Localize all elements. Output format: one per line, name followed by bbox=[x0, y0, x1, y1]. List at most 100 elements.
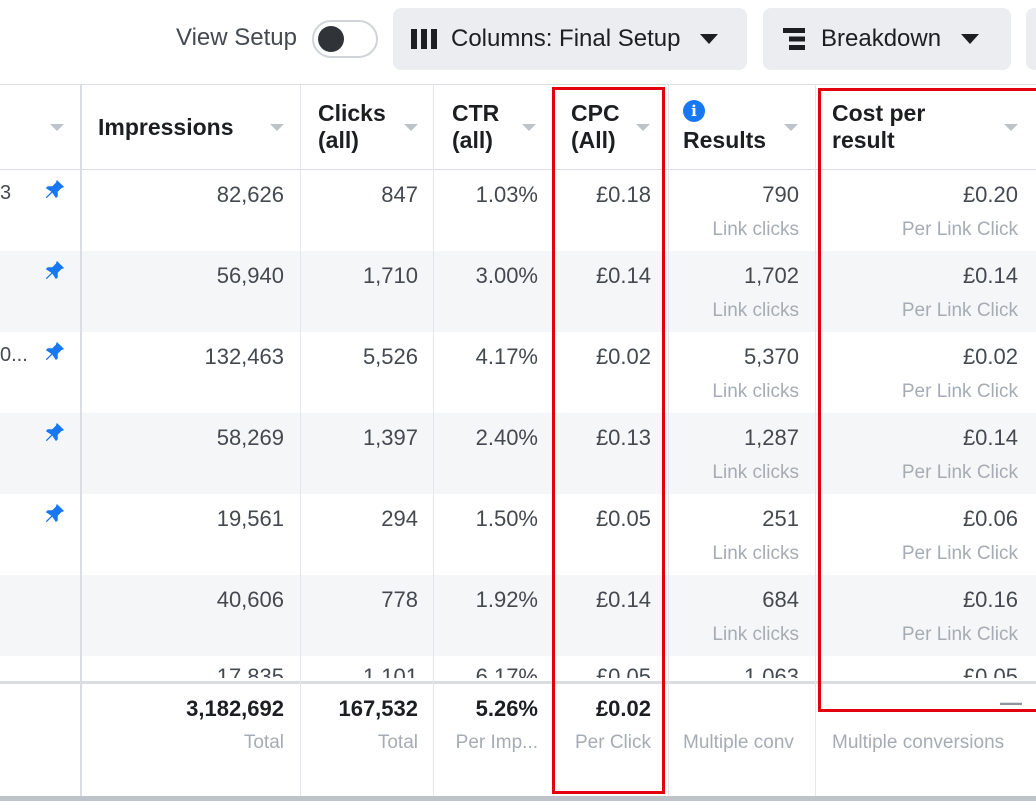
cost-cell: £0.16 bbox=[962, 587, 1018, 612]
results-subtext: Link clicks bbox=[712, 624, 799, 645]
pin-icon[interactable] bbox=[44, 178, 66, 200]
clicks-cell: 1,397 bbox=[362, 425, 418, 450]
cost-cell: £0.06 bbox=[962, 506, 1018, 531]
total-cost: — bbox=[1000, 690, 1022, 715]
row-band bbox=[0, 413, 1036, 494]
cost-subtext: Per Link Click bbox=[901, 624, 1018, 645]
cost-subtext: Per Link Click bbox=[901, 219, 1018, 240]
sort-caret-icon[interactable] bbox=[50, 124, 64, 131]
results-cell-partial: 1,063 bbox=[743, 664, 799, 678]
impressions-cell: 58,269 bbox=[216, 425, 284, 450]
more-button[interactable] bbox=[1026, 8, 1036, 70]
header-cpc-line2: (All) bbox=[571, 127, 616, 153]
sort-caret-icon[interactable] bbox=[784, 124, 798, 131]
view-setup-toggle[interactable] bbox=[312, 20, 378, 58]
header-cost-line1: Cost per bbox=[832, 100, 926, 126]
impressions-cell: 132,463 bbox=[204, 344, 284, 369]
ctr-cell-partial: 6.17% bbox=[475, 664, 538, 678]
ctr-cell: 3.00% bbox=[475, 263, 538, 288]
header-cpc-line1: CPC bbox=[571, 100, 620, 126]
breakdown-label: Breakdown bbox=[821, 25, 942, 52]
ads-report-table: Impressions Clicks (all) CTR (all) CPC (… bbox=[0, 84, 1036, 801]
cpc-highlight-box bbox=[552, 87, 665, 794]
sort-caret-icon[interactable] bbox=[270, 124, 284, 131]
results-cell: 1,287 bbox=[743, 425, 799, 450]
sort-caret-icon[interactable] bbox=[636, 124, 650, 131]
clicks-cell: 778 bbox=[381, 587, 418, 612]
cost-cell: £0.14 bbox=[962, 263, 1018, 288]
info-icon[interactable]: i bbox=[683, 100, 705, 122]
cost-subtext: Per Link Click bbox=[901, 543, 1018, 564]
total-clicks: 167,532 bbox=[338, 696, 418, 721]
header-clicks-line1: Clicks bbox=[318, 100, 386, 126]
columns-label: Columns: Final Setup bbox=[451, 25, 681, 52]
results-subtext: Link clicks bbox=[712, 381, 799, 402]
cost-subtext: Per Link Click bbox=[901, 300, 1018, 321]
total-cost-label: Multiple conversions bbox=[832, 732, 1005, 753]
row-band bbox=[0, 251, 1036, 332]
impressions-cell: 56,940 bbox=[216, 263, 284, 288]
sort-caret-icon[interactable] bbox=[522, 124, 536, 131]
ctr-cell: 2.40% bbox=[475, 425, 538, 450]
ctr-cell: 4.17% bbox=[475, 344, 538, 369]
results-subtext: Link clicks bbox=[712, 543, 799, 564]
breakdown-button[interactable]: Breakdown bbox=[763, 8, 1011, 70]
horizontal-scrollbar[interactable] bbox=[0, 796, 1036, 801]
cpc-cell: £0.05 bbox=[595, 506, 651, 531]
header-ctr[interactable]: CTR (all) bbox=[452, 100, 499, 154]
cpc-cell-partial: £0.05 bbox=[595, 664, 651, 678]
chevron-down-icon bbox=[700, 34, 719, 44]
header-clicks-line2: (all) bbox=[318, 127, 359, 153]
results-cell: 790 bbox=[762, 182, 799, 207]
pin-icon[interactable] bbox=[44, 502, 66, 524]
ctr-cell: 1.50% bbox=[475, 506, 538, 531]
row-band bbox=[0, 575, 1036, 656]
total-ctr: 5.26% bbox=[475, 696, 538, 721]
row-name-fragment[interactable]: 3 bbox=[0, 182, 12, 204]
header-cost-line2: result bbox=[832, 127, 895, 153]
toggle-knob bbox=[318, 26, 344, 52]
pin-icon[interactable] bbox=[44, 259, 66, 281]
header-results[interactable]: Results bbox=[683, 127, 767, 153]
breakdown-icon bbox=[783, 28, 805, 50]
results-subtext: Link clicks bbox=[712, 462, 799, 483]
cost-subtext: Per Link Click bbox=[901, 462, 1018, 483]
impressions-cell: 82,626 bbox=[216, 182, 284, 207]
cost-per-result-highlight-box bbox=[818, 88, 1036, 712]
columns-button[interactable]: Columns: Final Setup bbox=[393, 8, 747, 70]
pin-icon[interactable] bbox=[44, 421, 66, 443]
ctr-cell: 1.92% bbox=[475, 587, 538, 612]
impressions-cell: 19,561 bbox=[216, 506, 284, 531]
results-cell: 251 bbox=[762, 506, 799, 531]
total-cpc: £0.02 bbox=[595, 696, 651, 721]
results-cell: 684 bbox=[762, 587, 799, 612]
pin-icon[interactable] bbox=[44, 340, 66, 362]
cost-subtext: Per Link Click bbox=[901, 381, 1018, 402]
cpc-cell: £0.14 bbox=[595, 263, 651, 288]
results-subtext: Link clicks bbox=[712, 300, 799, 321]
header-cpc[interactable]: CPC (All) bbox=[571, 100, 620, 154]
total-results-label: Multiple conv bbox=[683, 732, 794, 753]
header-impressions[interactable]: Impressions bbox=[98, 114, 234, 140]
cpc-cell: £0.13 bbox=[595, 425, 651, 450]
header-cost-per-result[interactable]: Cost per result bbox=[832, 100, 925, 154]
results-subtext: Link clicks bbox=[712, 219, 799, 240]
clicks-cell: 847 bbox=[381, 182, 418, 207]
total-ctr-label: Per Imp... bbox=[455, 732, 538, 753]
header-clicks[interactable]: Clicks (all) bbox=[318, 100, 386, 154]
row-name-fragment[interactable]: 0... bbox=[0, 344, 28, 366]
total-impressions: 3,182,692 bbox=[186, 696, 284, 721]
header-ctr-line1: CTR bbox=[452, 100, 500, 126]
sort-caret-icon[interactable] bbox=[1004, 124, 1018, 131]
cost-cell-partial: £0.05 bbox=[962, 664, 1018, 678]
cpc-cell: £0.18 bbox=[595, 182, 651, 207]
cost-cell: £0.14 bbox=[962, 425, 1018, 450]
chevron-down-icon bbox=[961, 34, 980, 44]
totals-row bbox=[0, 681, 1036, 796]
header-ctr-line2: (all) bbox=[452, 127, 493, 153]
clicks-cell: 1,710 bbox=[362, 263, 418, 288]
results-cell: 1,702 bbox=[743, 263, 799, 288]
sort-caret-icon[interactable] bbox=[404, 124, 418, 131]
clicks-cell: 5,526 bbox=[362, 344, 418, 369]
total-clicks-label: Total bbox=[377, 732, 418, 753]
